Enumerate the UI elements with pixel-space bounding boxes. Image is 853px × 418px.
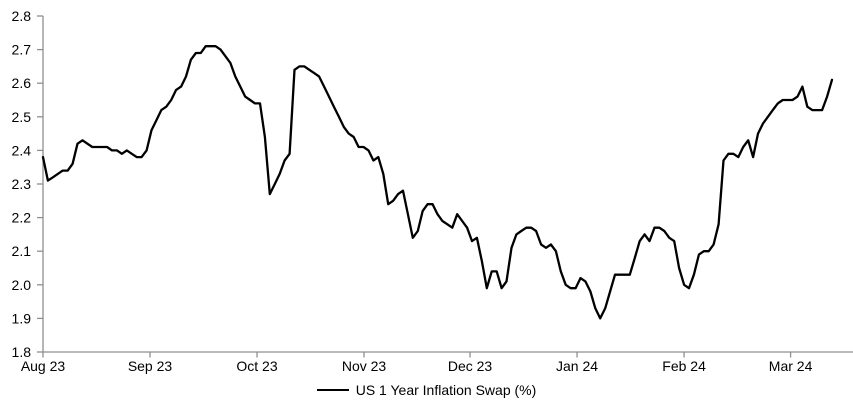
legend-label: US 1 Year Inflation Swap (%) — [355, 382, 537, 398]
legend: US 1 Year Inflation Swap (%) — [0, 381, 853, 399]
x-axis-label: Mar 24 — [769, 358, 813, 374]
x-axis-label: Aug 23 — [21, 358, 66, 374]
y-axis-label: 2.2 — [12, 210, 32, 226]
y-axis-label: 2.3 — [12, 176, 32, 192]
x-axis-label: Jan 24 — [556, 358, 598, 374]
y-axis-label: 1.9 — [12, 310, 32, 326]
x-axis-label: Feb 24 — [662, 358, 706, 374]
y-axis-label: 2.5 — [12, 109, 32, 125]
x-axis-label: Dec 23 — [448, 358, 493, 374]
series-line — [41, 45, 834, 320]
y-axis-label: 2.4 — [12, 142, 32, 158]
x-axis-label: Nov 23 — [342, 358, 387, 374]
y-axis-label: 1.8 — [12, 344, 32, 360]
y-axis-label: 2.7 — [12, 42, 32, 58]
x-axis-label: Oct 23 — [236, 358, 277, 374]
x-axis-label: Sep 23 — [128, 358, 173, 374]
y-axis-label: 2.0 — [12, 277, 32, 293]
y-axis-label: 2.1 — [12, 243, 32, 259]
y-axis-label: 2.6 — [12, 75, 32, 91]
y-axis-label: 2.8 — [12, 8, 32, 24]
legend-line-marker — [316, 389, 349, 391]
